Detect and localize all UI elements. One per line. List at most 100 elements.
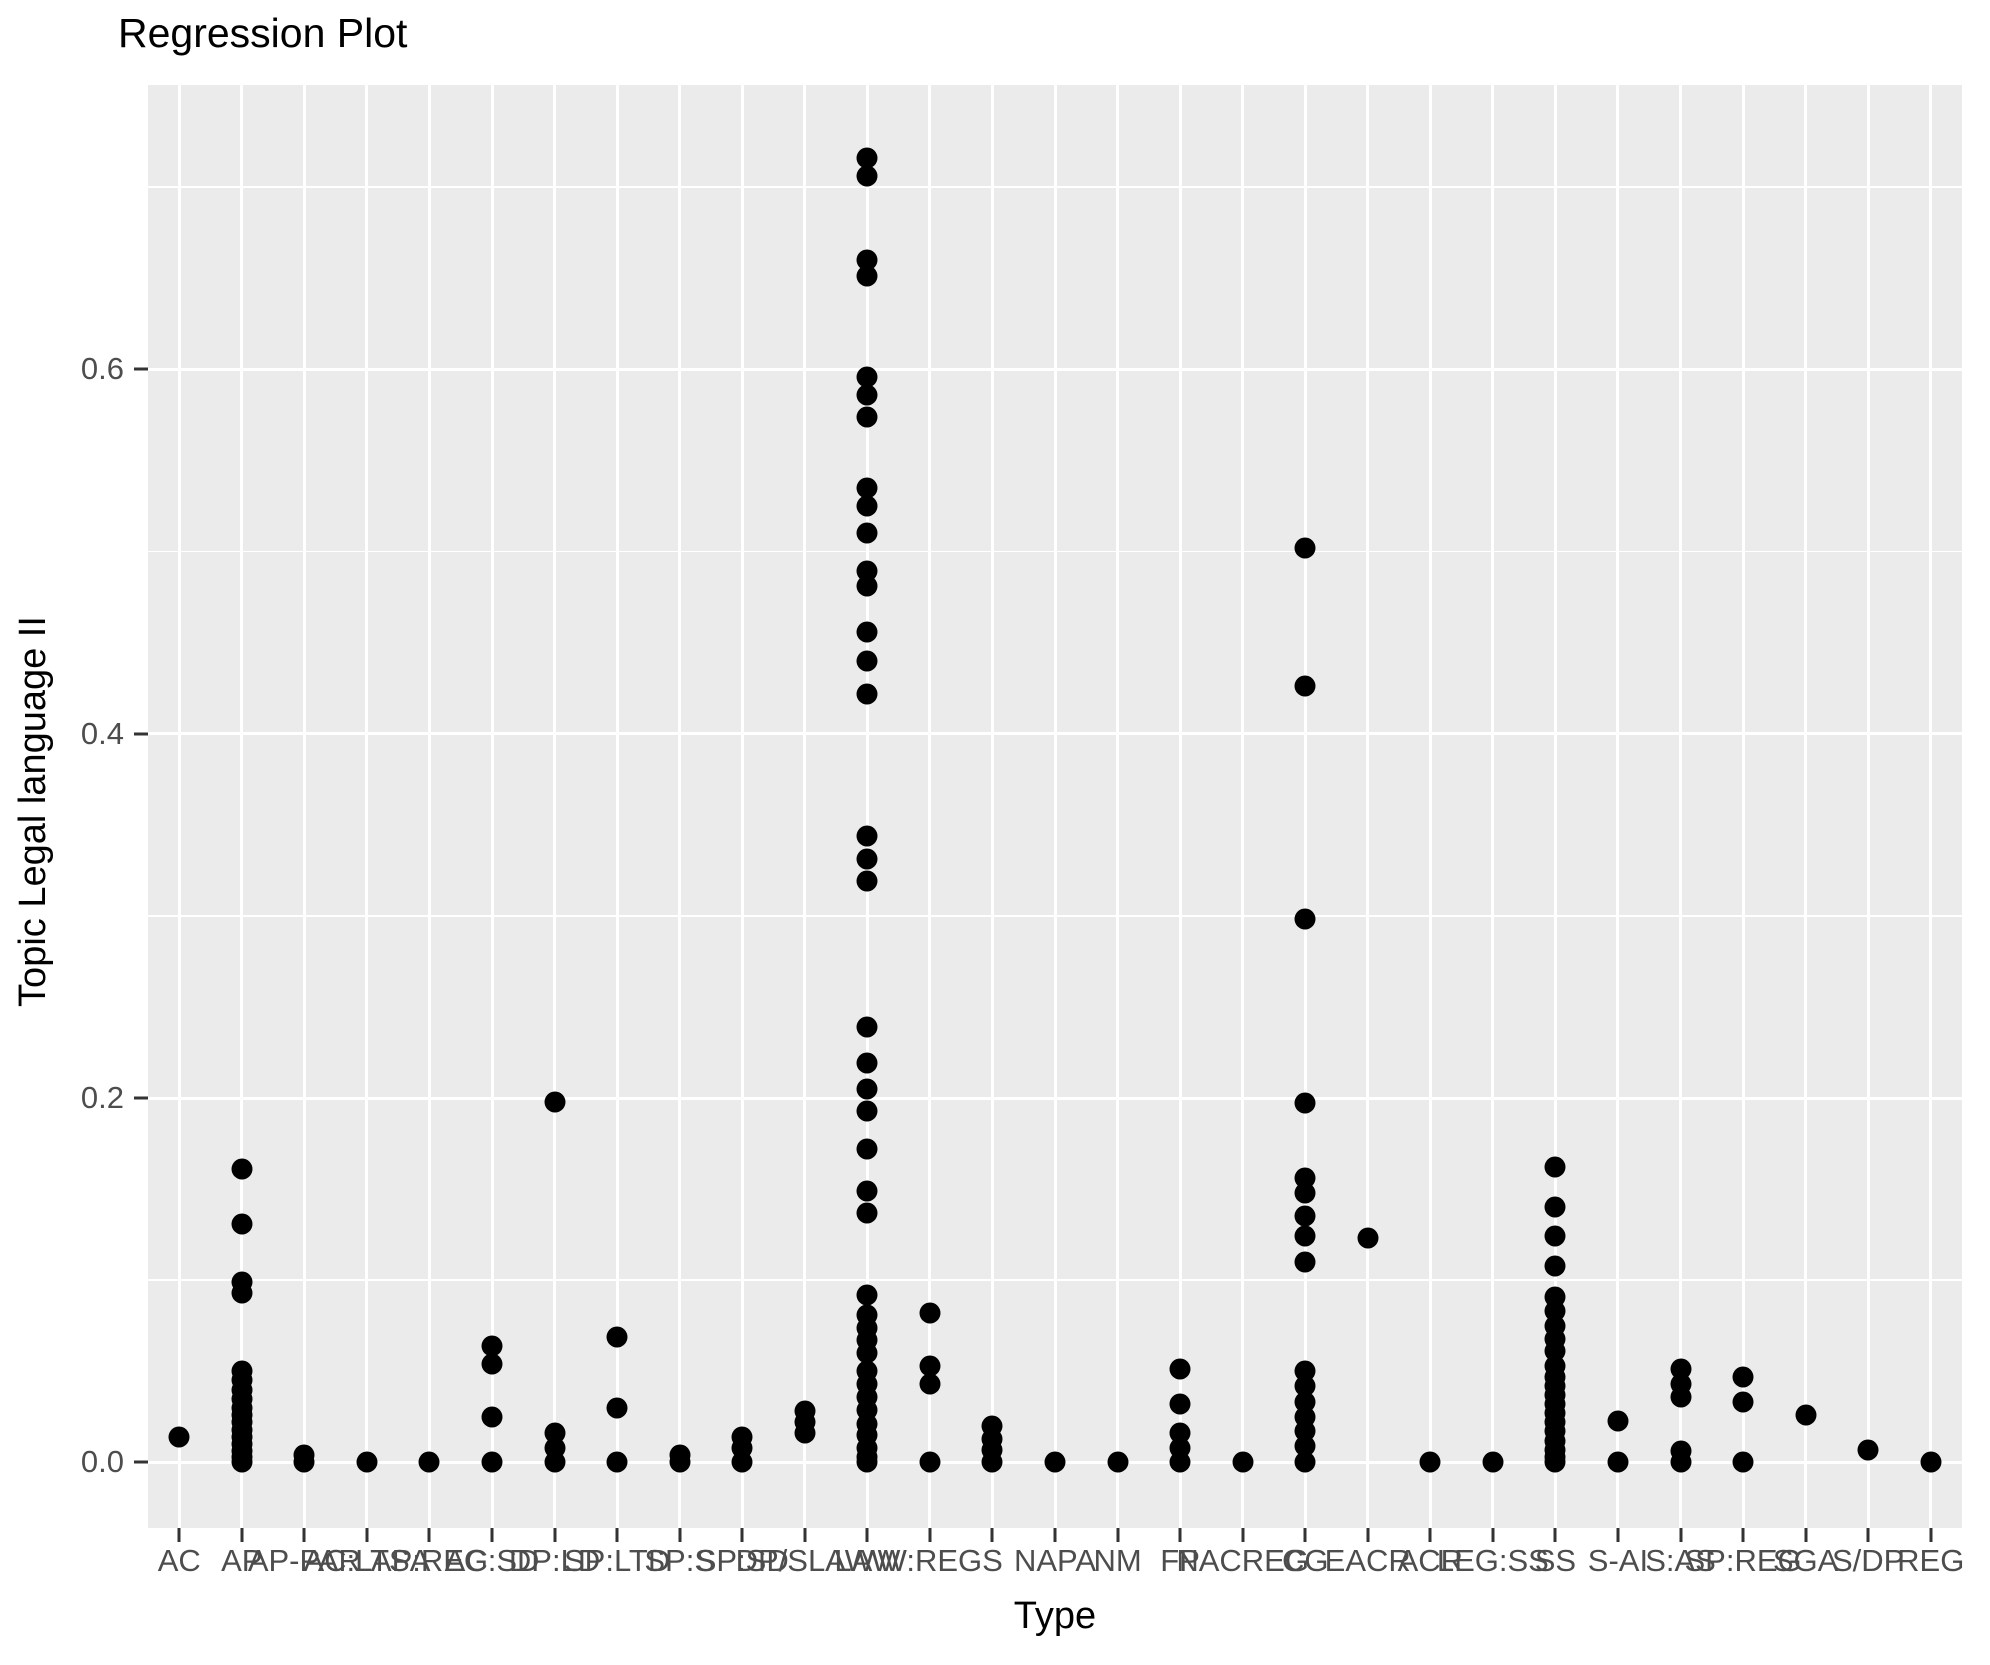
gridline-x-major (615, 85, 619, 1528)
data-point (1294, 908, 1316, 930)
gridline-x-major (1053, 85, 1057, 1528)
x-axis-tick (1616, 1528, 1620, 1542)
gridline-x-major (1116, 85, 1120, 1528)
data-point (856, 495, 878, 517)
x-tick-label: SS (1534, 1543, 1577, 1578)
x-tick-label: AP-PAR (247, 1543, 361, 1578)
x-tick-label: AP (221, 1543, 263, 1578)
y-axis-title: Topic Legal language II (12, 616, 54, 1007)
data-point (544, 1091, 566, 1113)
data-point (1544, 1451, 1566, 1473)
data-point (856, 147, 878, 169)
data-point (1294, 537, 1316, 559)
x-tick-label: SGA (1772, 1543, 1839, 1578)
x-axis-tick (1366, 1528, 1370, 1542)
data-point (606, 1397, 628, 1419)
data-point (1544, 1156, 1566, 1178)
data-point (1482, 1451, 1504, 1473)
x-tick-label: AC (157, 1543, 201, 1578)
y-axis-tick (134, 367, 148, 371)
data-point (1169, 1358, 1191, 1380)
data-point (856, 870, 878, 892)
x-tick-label: AC:LTSA (303, 1543, 431, 1578)
y-tick-label: 0.0 (80, 1444, 124, 1480)
data-point (856, 650, 878, 672)
data-point (168, 1426, 190, 1448)
x-axis-tick (1053, 1528, 1057, 1542)
x-axis-tick (615, 1528, 619, 1542)
gridline-x-major (1241, 85, 1245, 1528)
gridline-x-major (1679, 85, 1683, 1528)
data-point (481, 1451, 503, 1473)
data-point (481, 1406, 503, 1428)
data-point (1732, 1366, 1754, 1388)
x-tick-label: LEG:SS (1436, 1543, 1549, 1578)
x-tick-label: S:AS (1645, 1543, 1716, 1578)
x-tick-label: NAPA (1013, 1543, 1097, 1578)
x-axis-tick (1116, 1528, 1120, 1542)
x-axis-tick (1866, 1528, 1870, 1542)
data-point (856, 1284, 878, 1306)
data-point (856, 477, 878, 499)
y-axis-tick (134, 732, 148, 736)
data-point (1357, 1227, 1379, 1249)
data-point (856, 165, 878, 187)
data-point (856, 621, 878, 643)
x-axis-tick (1553, 1528, 1557, 1542)
gridline-x-major (1553, 85, 1557, 1528)
data-point (1294, 1375, 1316, 1397)
x-axis-tick (365, 1528, 369, 1542)
data-point (981, 1451, 1003, 1473)
x-axis-tick (240, 1528, 244, 1542)
data-point (856, 406, 878, 428)
data-point (856, 522, 878, 544)
data-point (1294, 675, 1316, 697)
x-axis-tick (177, 1528, 181, 1542)
data-point (1294, 1451, 1316, 1473)
x-axis-tick (990, 1528, 994, 1542)
x-axis-tick (553, 1528, 557, 1542)
data-point (1795, 1404, 1817, 1426)
data-point (1670, 1386, 1692, 1408)
gridline-x-major (1491, 85, 1495, 1528)
plot-title: Regression Plot (118, 10, 408, 56)
data-point (1544, 1225, 1566, 1247)
data-point (1107, 1451, 1129, 1473)
gridline-x-major (1366, 85, 1370, 1528)
gridline-x-major (1428, 85, 1432, 1528)
data-point (856, 384, 878, 406)
data-point (856, 1016, 878, 1038)
x-tick-label: EACR (1324, 1543, 1411, 1578)
x-axis-tick (1178, 1528, 1182, 1542)
data-point (856, 1052, 878, 1074)
data-point (1044, 1451, 1066, 1473)
data-point (919, 1302, 941, 1324)
x-axis-tick (1741, 1528, 1745, 1542)
x-tick-label: W:REG (877, 1543, 983, 1578)
gridline-x-major (1178, 85, 1182, 1528)
x-axis-tick (740, 1528, 744, 1542)
data-point (1294, 1225, 1316, 1247)
x-tick-label: SP:LTD (564, 1543, 671, 1578)
gridline-x-major (1741, 85, 1745, 1528)
gridline-x-major (678, 85, 682, 1528)
data-point (731, 1451, 753, 1473)
gridline-x-major (740, 85, 744, 1528)
gridline-x-major (302, 85, 306, 1528)
data-point (481, 1353, 503, 1375)
data-point (231, 1282, 253, 1304)
data-point (1169, 1393, 1191, 1415)
x-tick-label: SP:SD (695, 1543, 789, 1578)
x-axis-tick (1303, 1528, 1307, 1542)
x-axis-tick (1491, 1528, 1495, 1542)
data-point (1920, 1451, 1942, 1473)
data-point (856, 825, 878, 847)
data-point (1294, 1182, 1316, 1204)
x-tick-label: NACREG (1176, 1543, 1309, 1578)
data-point (1294, 1435, 1316, 1457)
x-axis-tick (1428, 1528, 1432, 1542)
data-point (1294, 1205, 1316, 1227)
x-tick-label: DP:LD (508, 1543, 601, 1578)
data-point (1670, 1451, 1692, 1473)
data-point (356, 1451, 378, 1473)
